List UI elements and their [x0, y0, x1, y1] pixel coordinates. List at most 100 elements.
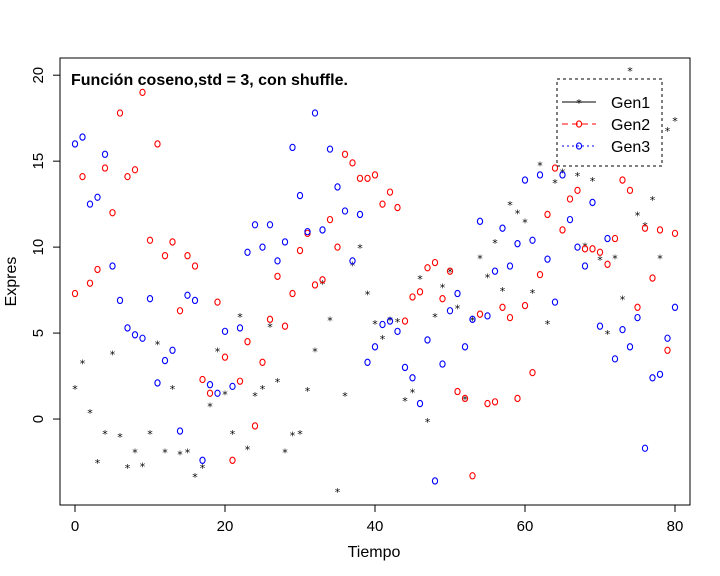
gen1-point: * — [530, 287, 536, 300]
gen2-point — [356, 174, 364, 182]
gen1-point: * — [417, 273, 423, 286]
gen1-point: * — [500, 285, 506, 298]
gen1-point: * — [132, 447, 138, 460]
gen2-point — [274, 272, 281, 280]
gen3-point — [551, 298, 559, 306]
gen3-point — [116, 296, 124, 305]
y-tick-label: 20 — [30, 67, 47, 84]
gen1-point: * — [177, 448, 183, 461]
gen1-point: * — [252, 390, 258, 403]
gen3-point — [146, 295, 154, 303]
gen2-point — [94, 265, 101, 274]
gen1-point: * — [387, 314, 393, 327]
gen2-point — [454, 387, 461, 396]
gen2-point — [296, 246, 304, 255]
gen3-point — [604, 234, 611, 243]
gen1-point: * — [545, 318, 551, 331]
gen1-point: * — [305, 385, 311, 398]
legend: * Gen1 Gen2 Gen3 — [556, 78, 663, 167]
gen3-point — [349, 257, 356, 265]
gen1-point: * — [462, 393, 468, 406]
gen1-point: * — [192, 471, 198, 484]
gen3-point — [296, 191, 304, 200]
gen3-point — [671, 303, 679, 311]
gen3-point — [214, 389, 221, 397]
gen1-point: * — [222, 388, 228, 401]
gen2-point — [326, 215, 334, 224]
gen1-point: * — [665, 125, 671, 138]
gen3-point — [514, 240, 521, 248]
gen3-point — [289, 143, 296, 152]
gen3-point — [611, 355, 619, 363]
gen2-point — [154, 140, 161, 148]
gen2-point — [611, 234, 619, 243]
gen2-point — [86, 279, 94, 287]
gen1-point: * — [612, 252, 618, 265]
y-tick-label: 10 — [30, 239, 47, 256]
gen2-point — [311, 281, 319, 289]
gen1-point: * — [372, 318, 378, 331]
gen1-point: * — [575, 170, 581, 183]
gen2-point — [244, 338, 251, 346]
gen3-point — [71, 140, 79, 148]
gen3-point — [596, 322, 604, 330]
x-tick-label: 40 — [367, 518, 384, 535]
gen3-point — [199, 456, 206, 464]
gen2-point — [401, 317, 409, 325]
gen3-point — [79, 133, 86, 141]
gen3-point — [626, 343, 634, 351]
gen1-point: * — [335, 486, 341, 499]
gen3-point — [101, 150, 109, 158]
gen1-point: * — [320, 278, 326, 291]
gen2-point — [289, 289, 296, 298]
gen1-point: * — [657, 252, 663, 265]
gen1-point: * — [110, 349, 116, 362]
gen3-point — [641, 444, 649, 452]
gen2-point — [649, 274, 656, 282]
x-tick-label: 0 — [71, 518, 79, 535]
gen2-point — [431, 258, 439, 267]
gen1-point: * — [207, 400, 213, 413]
gen3-point — [154, 379, 161, 387]
gen1-point: * — [410, 387, 416, 400]
gen1-point: * — [620, 294, 626, 307]
gen1-point: * — [380, 333, 386, 346]
gen3-point — [619, 325, 626, 334]
y-tick-label: 5 — [30, 329, 47, 337]
axes: 0 20 40 60 80 0 5 10 15 20 — [30, 67, 683, 535]
gen3-point — [326, 145, 334, 153]
gen1-point: * — [485, 271, 491, 284]
gen1-point: * — [162, 447, 168, 460]
gen1-point: * — [590, 175, 596, 188]
gen1-point: * — [627, 65, 633, 78]
gen1-point: * — [672, 115, 678, 128]
gen3-point — [379, 320, 386, 329]
gen1-point: * — [402, 395, 408, 408]
gen1-point: * — [605, 328, 611, 341]
gen2-point — [604, 260, 611, 268]
gen3-point — [229, 382, 236, 391]
y-axis-label: Expres — [3, 257, 20, 307]
gen1-point: * — [477, 252, 483, 265]
legend-gen3-marker — [575, 142, 583, 150]
gen3-point — [236, 324, 244, 332]
gen2-point — [146, 236, 154, 244]
gen2-point — [506, 313, 514, 322]
gen1-point: * — [515, 208, 521, 221]
gen3-point — [454, 289, 461, 298]
gen2-point — [544, 210, 551, 219]
gen2-point — [364, 174, 371, 182]
gen3-point — [266, 221, 274, 229]
gen2-point — [634, 303, 641, 311]
gen2-point — [379, 200, 386, 208]
gen2-point — [521, 301, 529, 310]
legend-gen3-label: Gen3 — [611, 139, 650, 156]
gen2-point — [131, 166, 139, 174]
legend-gen1-label: Gen1 — [611, 95, 650, 112]
gen1-point: * — [147, 428, 153, 441]
gen3-point — [506, 262, 514, 270]
gen2-point — [116, 109, 124, 117]
legend-gen2-marker — [575, 120, 583, 128]
gen2-point — [664, 346, 671, 354]
gen1-point: * — [560, 166, 566, 179]
